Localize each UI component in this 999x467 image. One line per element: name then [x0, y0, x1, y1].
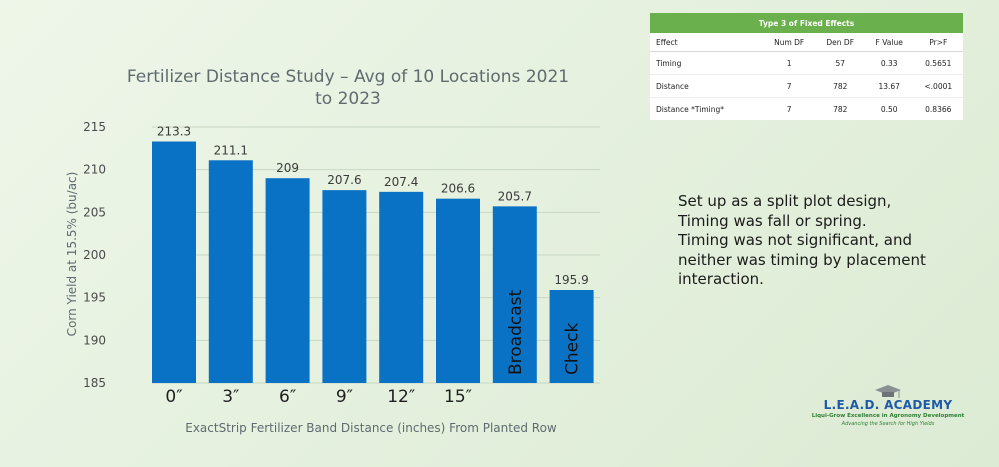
bar: [436, 198, 480, 383]
category-label: Check: [563, 323, 583, 375]
col-effect: Effect: [650, 33, 763, 52]
value-label: 211.1: [214, 143, 248, 157]
value-labels: 213.3 211.1 209 207.6 207.4 206.6 205.7 195.9: [157, 125, 589, 287]
category-label: 12″: [387, 387, 415, 407]
table-cell: Timing: [650, 51, 763, 75]
table-cell: 7: [786, 104, 792, 114]
chart-title-line: to 2023: [315, 89, 381, 109]
value-label: 206.6: [441, 182, 475, 196]
category-label: Broadcast: [506, 289, 526, 375]
logo-subtagline: Advancing the Search for High Yields: [841, 421, 935, 427]
y-axis-label: Corn Yield at 15.5% (bu/ac): [65, 172, 79, 337]
table-cell: 0.33: [864, 51, 914, 75]
y-axis-ticks: 185 190 195 200 205 210 215: [83, 120, 106, 390]
table-row: Distance *Timing* 7 782 0.50 0.8366: [650, 98, 963, 121]
bar: [265, 178, 310, 383]
table-cell: 0.5651: [913, 51, 963, 75]
logo-name: L.E.A.D. ACADEMY: [823, 398, 953, 412]
design-note: Set up as a split plot design, Timing wa…: [678, 192, 978, 290]
category-label: 9″: [336, 387, 353, 407]
bars: [152, 141, 594, 383]
fixed-effects-table: Type 3 of Fixed Effects Effect Num DF De…: [650, 13, 963, 120]
lead-academy-logo: L.E.A.D. ACADEMY Liqui-Grow Excellence i…: [808, 385, 968, 427]
note-line: Timing was fall or spring.: [678, 211, 867, 230]
category-label: 3″: [222, 387, 239, 407]
table-cell: 13.67: [864, 74, 914, 98]
y-tick-label: 210: [83, 163, 106, 177]
value-label: 213.3: [157, 125, 191, 139]
table-row: Distance 7 782 13.67 <.0001: [650, 74, 963, 98]
bar: [492, 206, 537, 383]
y-tick-label: 190: [83, 333, 106, 347]
bar: [549, 289, 594, 383]
chart-title-line: Fertilizer Distance Study – Avg of 10 Lo…: [127, 67, 569, 87]
table-cell: 57: [815, 51, 865, 75]
bar: [208, 160, 253, 383]
table-cell: Distance: [650, 74, 763, 98]
note-line: Set up as a split plot design,: [678, 192, 892, 210]
col-pr-f: Pr>F: [913, 33, 963, 52]
table-cell: 1: [762, 51, 816, 75]
note-line: interaction.: [678, 270, 764, 288]
y-tick-label: 205: [83, 205, 106, 219]
bar: [379, 191, 424, 383]
category-label: 6″: [279, 387, 296, 407]
category-label: 0″: [165, 387, 182, 407]
value-label: 209: [276, 161, 299, 175]
y-tick-label: 200: [83, 248, 106, 262]
y-tick-label: 215: [83, 120, 106, 134]
note-line: neither was timing by placement: [678, 250, 926, 269]
table-header-row: Effect Num DF Den DF F Value Pr>F: [650, 33, 963, 52]
y-tick-label: 195: [83, 291, 106, 305]
table-cell: 782: [815, 74, 865, 98]
table-row: Timing 1 57 0.33 0.5651: [650, 51, 963, 75]
x-axis-categories: 0″ 3″ 6″ 9″ 12″ 15″ Broadcast Check: [165, 289, 582, 407]
value-label: 207.4: [384, 175, 418, 189]
bar-chart: Fertilizer Distance Study – Avg of 10 Lo…: [65, 67, 600, 435]
note-line: Timing was not significant, and: [678, 231, 913, 249]
col-f-value: F Value: [864, 33, 914, 52]
table-cell: Distance *Timing*: [656, 104, 725, 114]
bar: [322, 190, 367, 383]
col-num-df: Num DF: [762, 33, 816, 52]
table-cell: 0.50: [880, 104, 898, 114]
table-cell: 0.8366: [925, 104, 952, 114]
table-cell: 7: [762, 74, 816, 98]
graduation-cap-icon: [875, 385, 901, 398]
x-axis-label: ExactStrip Fertilizer Band Distance (inc…: [185, 421, 557, 435]
table-cell: 782: [833, 104, 848, 114]
col-den-df: Den DF: [815, 33, 865, 52]
category-label: 15″: [444, 387, 472, 407]
table-cell: <.0001: [913, 74, 963, 98]
bar: [152, 141, 196, 383]
value-label: 195.9: [554, 273, 588, 287]
table-title: Type 3 of Fixed Effects: [650, 13, 963, 33]
value-label: 207.6: [327, 173, 361, 187]
y-tick-label: 185: [83, 376, 106, 390]
chart-title: Fertilizer Distance Study – Avg of 10 Lo…: [127, 67, 569, 109]
logo-tagline: Liqui-Grow Excellence in Agronomy Develo…: [811, 413, 965, 419]
value-label: 205.7: [498, 189, 532, 203]
